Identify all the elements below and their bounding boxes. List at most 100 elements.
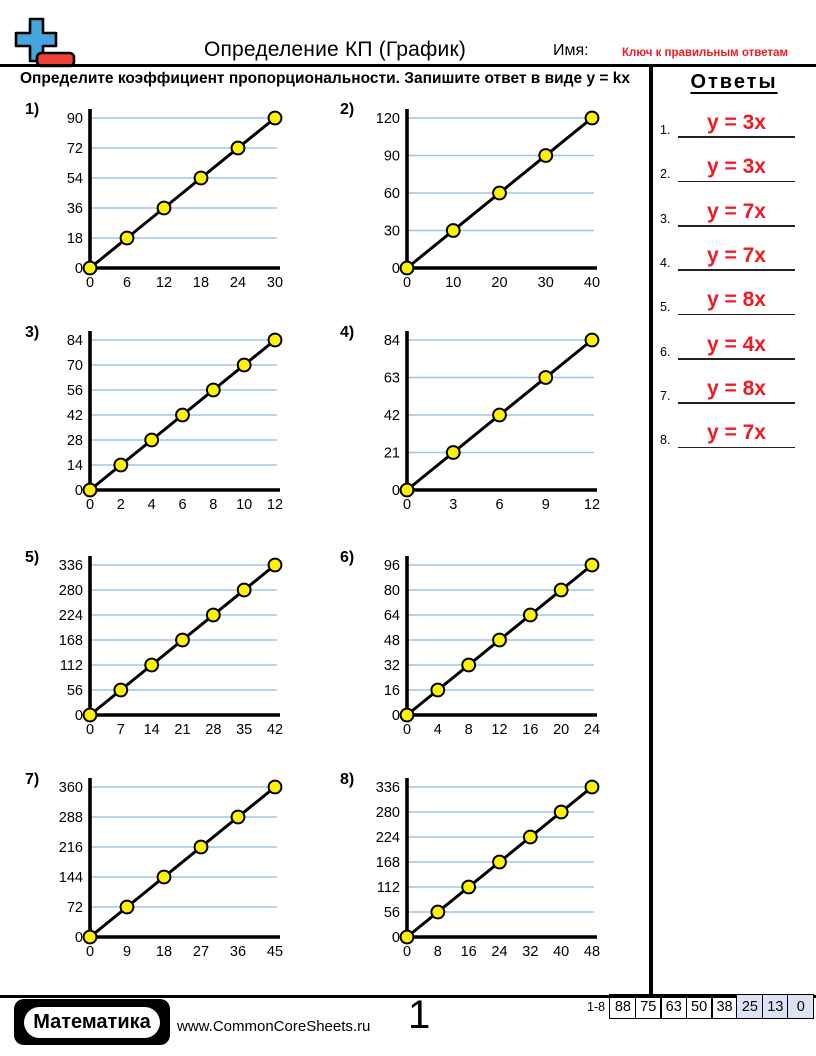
score-cell: 75	[634, 994, 662, 1019]
svg-text:0: 0	[75, 708, 83, 724]
answer-underline	[678, 313, 795, 316]
score-range-label: 1-8	[587, 1000, 606, 1014]
answer-item-8: 8. y = 7x	[652, 418, 812, 449]
svg-text:0: 0	[86, 722, 94, 738]
answer-number: 6.	[660, 344, 671, 359]
svg-text:6: 6	[178, 497, 186, 513]
svg-text:30: 30	[384, 224, 400, 240]
chart-number-label: 6)	[340, 549, 355, 566]
chart-number-label: 2)	[340, 101, 355, 118]
svg-text:70: 70	[67, 358, 83, 374]
svg-text:40: 40	[584, 275, 600, 291]
answer-number: 5.	[660, 300, 671, 315]
svg-text:120: 120	[376, 111, 400, 127]
answer-value: y = 7x	[707, 421, 766, 445]
svg-text:90: 90	[384, 149, 400, 165]
svg-text:144: 144	[59, 870, 83, 886]
chart-number-label: 1)	[25, 101, 40, 118]
answer-underline	[678, 446, 795, 449]
svg-text:224: 224	[59, 608, 83, 624]
chart-plot: 0 21 42 63 84 0 3 6 9 12	[357, 322, 607, 527]
answer-value: y = 8x	[707, 288, 766, 312]
svg-text:12: 12	[267, 497, 283, 513]
website-link[interactable]: www.CommonCoreSheets.ru	[177, 1018, 371, 1035]
chart-number-label: 8)	[340, 771, 355, 788]
svg-text:4: 4	[148, 497, 156, 513]
chart-plot: 0 56 112 168 224 280 336 0 7 14 21 28 35 42	[40, 547, 290, 752]
score-grid: 88 75 63 50 38 25 13 0	[609, 994, 815, 1019]
svg-text:336: 336	[376, 780, 400, 796]
plus-minus-logo-icon	[14, 17, 76, 68]
answer-value: y = 4x	[707, 332, 766, 356]
chart-number-label: 3)	[25, 324, 40, 341]
svg-text:8: 8	[434, 944, 442, 960]
svg-text:36: 36	[67, 201, 83, 217]
svg-text:24: 24	[230, 275, 246, 291]
svg-text:18: 18	[193, 275, 209, 291]
chart-plot: 0 16 32 48 64 80 96 0 4 8 12 16 20 24	[357, 547, 607, 752]
svg-text:9: 9	[123, 944, 131, 960]
svg-text:28: 28	[205, 722, 221, 738]
svg-text:16: 16	[384, 683, 400, 699]
name-label: Имя:	[553, 42, 589, 59]
svg-text:16: 16	[522, 722, 538, 738]
chart-plot: 0 72 144 216 288 360 0 9 18 27 36 45	[40, 769, 290, 974]
svg-text:42: 42	[384, 408, 400, 424]
svg-text:30: 30	[267, 275, 283, 291]
svg-text:280: 280	[59, 583, 83, 599]
score-cell: 25	[736, 994, 764, 1019]
svg-text:30: 30	[538, 275, 554, 291]
answers-title: Ответы	[690, 71, 778, 93]
svg-text:24: 24	[491, 944, 507, 960]
svg-text:360: 360	[59, 780, 83, 796]
answer-number: 7.	[660, 388, 671, 403]
svg-text:0: 0	[75, 930, 83, 946]
svg-text:0: 0	[403, 722, 411, 738]
answer-underline	[678, 357, 795, 360]
svg-text:63: 63	[384, 371, 400, 387]
svg-text:12: 12	[584, 497, 600, 513]
svg-text:4: 4	[434, 722, 442, 738]
svg-text:36: 36	[230, 944, 246, 960]
svg-text:56: 56	[384, 905, 400, 921]
svg-text:20: 20	[491, 275, 507, 291]
page-title: Определение КП (График)	[203, 38, 467, 61]
svg-text:0: 0	[403, 497, 411, 513]
svg-text:72: 72	[67, 900, 83, 916]
chart-plot: 0 56 112 168 224 280 336 0 8 16 24 32 40 48	[357, 769, 607, 974]
svg-text:288: 288	[59, 810, 83, 826]
svg-text:80: 80	[384, 583, 400, 599]
answer-item-5: 5. y = 8x	[652, 285, 812, 316]
svg-text:0: 0	[392, 483, 400, 499]
svg-text:336: 336	[59, 558, 83, 574]
svg-text:21: 21	[174, 722, 190, 738]
svg-text:0: 0	[75, 261, 83, 277]
svg-text:48: 48	[584, 944, 600, 960]
svg-text:216: 216	[59, 840, 83, 856]
answer-underline	[678, 269, 795, 271]
svg-text:32: 32	[522, 944, 538, 960]
svg-text:64: 64	[384, 608, 400, 624]
score-cell: 0	[787, 994, 815, 1019]
svg-text:112: 112	[377, 880, 400, 896]
svg-text:42: 42	[67, 408, 83, 424]
score-cell: 88	[609, 994, 637, 1019]
svg-text:0: 0	[392, 930, 400, 946]
score-cell: 38	[711, 994, 739, 1019]
answer-value: y = 3x	[707, 111, 766, 134]
answer-number: 1.	[660, 123, 671, 137]
svg-text:24: 24	[584, 722, 600, 738]
svg-text:45: 45	[267, 944, 283, 960]
svg-text:0: 0	[403, 944, 411, 960]
answer-number: 3.	[660, 211, 671, 226]
svg-text:280: 280	[376, 805, 400, 821]
svg-text:40: 40	[553, 944, 569, 960]
answer-underline	[678, 225, 795, 227]
svg-text:0: 0	[86, 497, 94, 513]
score-cell: 13	[761, 994, 789, 1019]
svg-text:224: 224	[376, 830, 400, 846]
chart-plot: 0 18 36 54 72 90 0 6 12 18 24 30	[40, 100, 290, 305]
svg-text:7: 7	[117, 722, 125, 738]
svg-text:90: 90	[67, 111, 83, 127]
